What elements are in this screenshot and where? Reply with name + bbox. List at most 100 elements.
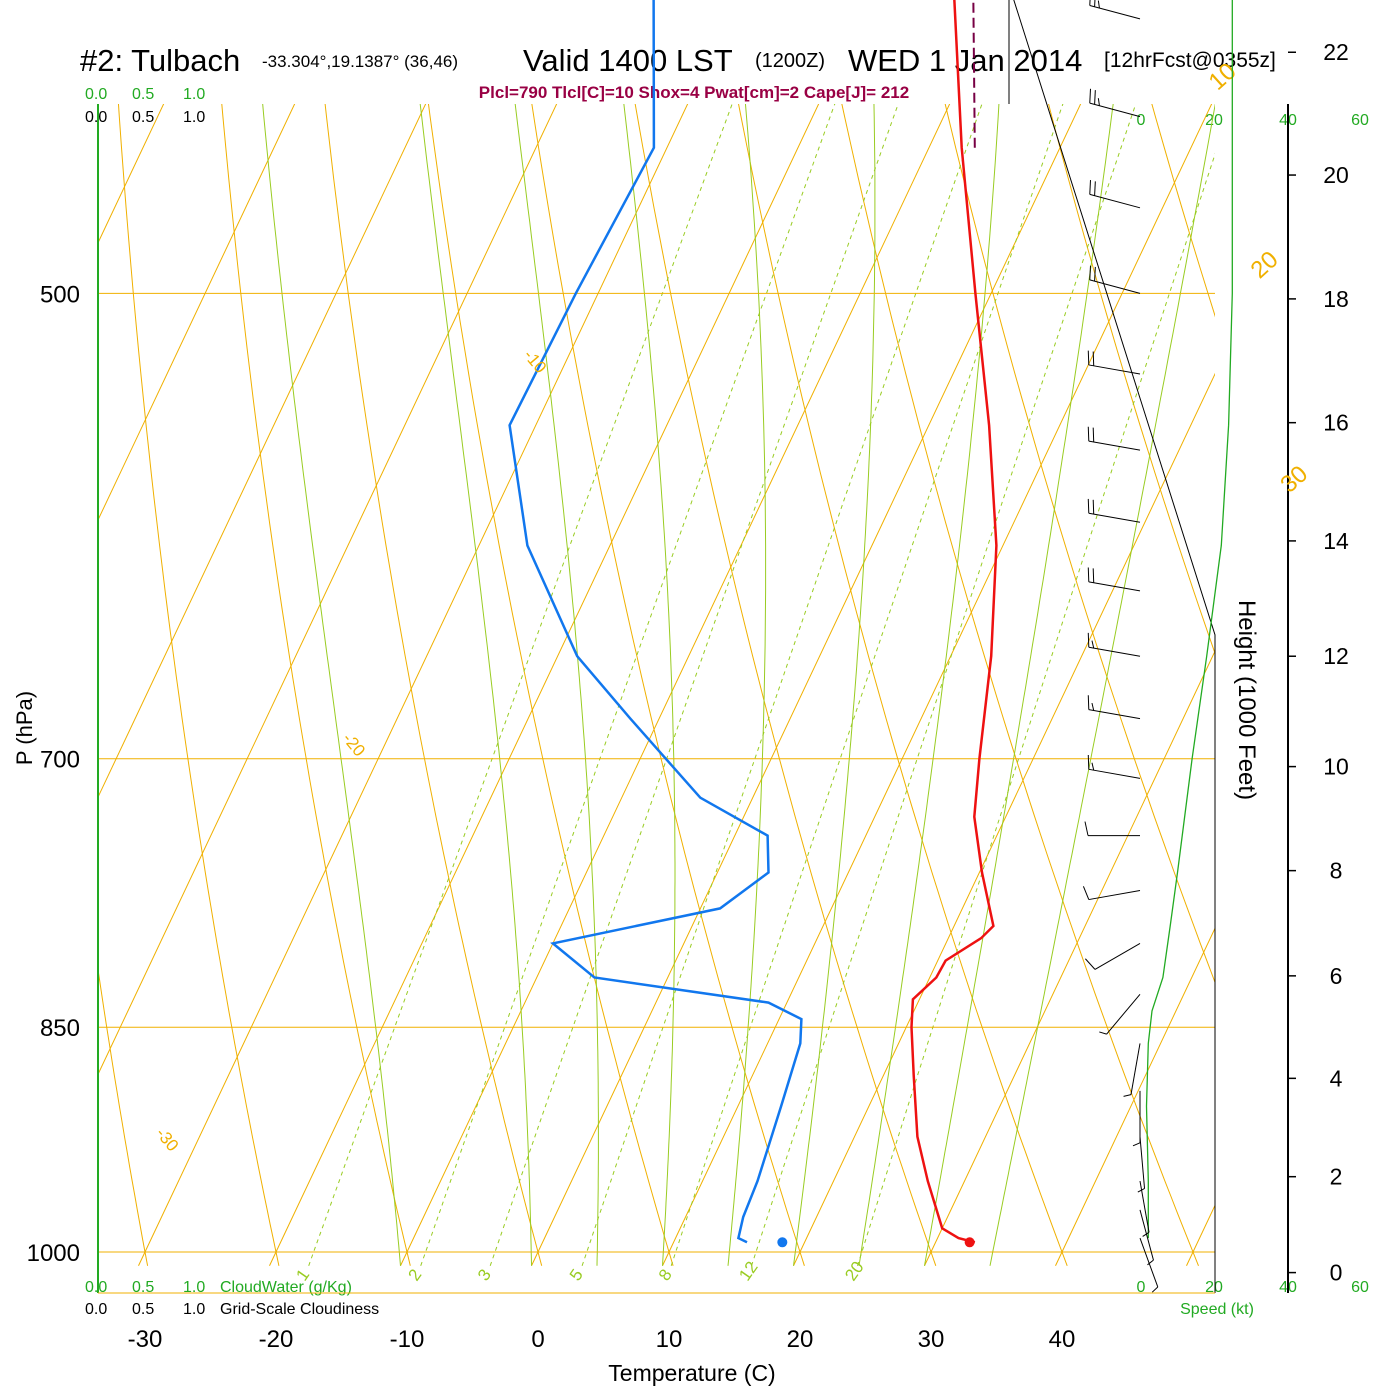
mixing-ratio-label: 3 (474, 1266, 495, 1285)
isotherm-line (1055, 927, 1215, 1266)
dry-adiabat (944, 104, 1215, 984)
wind-barb (1087, 695, 1141, 720)
wind-barb-flag (1097, 98, 1100, 106)
wind-barb-flag (1087, 632, 1090, 648)
surface-dewpoint-dot (777, 1237, 788, 1248)
cloudiness-tick-bottom: 0.5 (132, 1301, 154, 1318)
station-coords: -33.304°,19.1387° (36,46) (262, 52, 458, 71)
forecast-info: [12hrFcst@0355z] (1104, 49, 1276, 72)
wind-barb-flag (1087, 567, 1090, 582)
cloudiness-tick-bottom: 1.0 (183, 1301, 205, 1318)
wind-speed-scale-top: 0 20 40 60 (1137, 112, 1369, 129)
wind-barb (1089, 0, 1141, 20)
parcel-path-line (972, 0, 976, 148)
cloudwater-tick-top: 1.0 (183, 86, 205, 103)
wind-barb-flag (1097, 0, 1100, 9)
moist-adiabat (727, 104, 767, 1266)
isotherm-label: 20 (1246, 246, 1284, 284)
mixing-ratio-label: 5 (566, 1266, 587, 1285)
y-axis-title: P (hPa) (12, 691, 37, 765)
x-tick-label: 30 (918, 1326, 945, 1353)
height-tick-label: 8 (1330, 858, 1343, 884)
speed-tick-bottom: 0 (1137, 1279, 1146, 1296)
wind-barb-flag (1091, 762, 1095, 771)
moist-adiabat (924, 104, 1114, 1266)
wind-barb-flag (1092, 568, 1095, 583)
wind-barb (1087, 567, 1141, 592)
cloudwater-tick-bottom: 0.0 (85, 1279, 107, 1296)
wind-barb-shaft (1088, 581, 1141, 592)
wind-barb (1084, 942, 1141, 970)
moist-adiabat (514, 104, 599, 1266)
wind-barb-shaft (1088, 709, 1141, 720)
mixing-ratio-line (581, 104, 983, 1266)
dry-adiabat (1156, 0, 1400, 1266)
isotherm-line (98, 104, 427, 799)
wind-barb (1139, 1209, 1154, 1266)
wind-barb-shaft (1130, 1043, 1141, 1095)
isotherm-line (0, 0, 265, 1266)
cloudwater-tick-bottom: 0.5 (132, 1279, 154, 1296)
wind-barb-shaft (1089, 4, 1141, 20)
isotherm-line (662, 104, 1213, 1266)
wind-barb-flag (1151, 1286, 1159, 1293)
pressure-tick-label: 1000 (27, 1240, 80, 1267)
isotherm-label: -20 (339, 729, 369, 760)
temperature-line (910, 0, 998, 1244)
mixing-ratio-line (420, 104, 836, 1266)
cloudiness-tick-top: 0.0 (85, 109, 107, 126)
x-tick-label: 20 (787, 1326, 814, 1353)
dry-adiabat (1244, 0, 1400, 1266)
isotherm-line (98, 104, 558, 1076)
height-tick-label: 14 (1323, 528, 1349, 554)
height-tick-label: 0 (1330, 1260, 1343, 1286)
moist-adiabat (419, 104, 532, 1266)
wind-barb (1137, 1136, 1146, 1193)
speed-tick-top: 60 (1351, 112, 1369, 129)
cloudiness-tick-bottom: 0.0 (85, 1301, 107, 1318)
height-tick-label: 12 (1323, 643, 1349, 669)
mixing-ratio-line (308, 104, 733, 1266)
isotherm-line (924, 649, 1215, 1266)
dry-adiabat (738, 104, 1068, 1266)
height-tick-label: 10 (1323, 754, 1349, 780)
cloudiness-tick-top: 1.0 (183, 109, 205, 126)
speed-axis-label: Speed (kt) (1180, 1301, 1254, 1318)
wind-barb-flag (1082, 886, 1090, 900)
cloudwater-tick-top: 0.5 (132, 86, 154, 103)
wind-barb-flag (1089, 180, 1091, 195)
dry-adiabat (324, 104, 543, 1266)
background-grid: 1 2 3 5 8 12 20 (0, 0, 1400, 1285)
wind-barb-flag (1087, 426, 1090, 442)
wind-barb-flag (1084, 958, 1096, 970)
wind-barb-flag (1094, 90, 1096, 105)
mixing-ratio-label: 2 (404, 1266, 425, 1285)
wind-barb-flag (1092, 427, 1095, 442)
mixing-ratio-label: 8 (655, 1266, 676, 1285)
wind-barb-flag (1092, 499, 1095, 515)
isotherm-line (98, 104, 296, 522)
wind-barb (1139, 1180, 1150, 1237)
wind-barb-shaft (1106, 993, 1141, 1035)
wind-panel (1082, 0, 1233, 1293)
wind-speed-scale-bottom: 0 20 40 60 Speed (kt) (1137, 1279, 1369, 1318)
wind-barb-flag (1087, 350, 1090, 365)
speed-tick-top: 0 (1137, 112, 1146, 129)
mixing-ratio-line (751, 104, 1137, 1266)
wind-barb (1087, 350, 1141, 375)
cloudiness-label: Grid-Scale Cloudiness (220, 1301, 379, 1318)
wind-barb-shaft (1088, 646, 1141, 657)
speed-tick-bottom: 60 (1351, 1279, 1369, 1296)
wind-barb (1089, 88, 1141, 118)
wind-barb-flag (1091, 640, 1095, 649)
cloudwater-tick-top: 0.0 (85, 86, 107, 103)
wind-barb-flag (1089, 0, 1091, 6)
dry-adiabat (1048, 104, 1215, 655)
height-axis-title: Height (1000 Feet) (1233, 600, 1260, 800)
isotherm-label: 30 (1275, 460, 1313, 498)
wind-barb-flag (1084, 821, 1089, 836)
mixing-ratio-line (670, 104, 1064, 1266)
wind-barb (1089, 180, 1141, 209)
dry-adiabat (117, 104, 280, 1266)
pressure-tick-label: 500 (40, 281, 80, 308)
